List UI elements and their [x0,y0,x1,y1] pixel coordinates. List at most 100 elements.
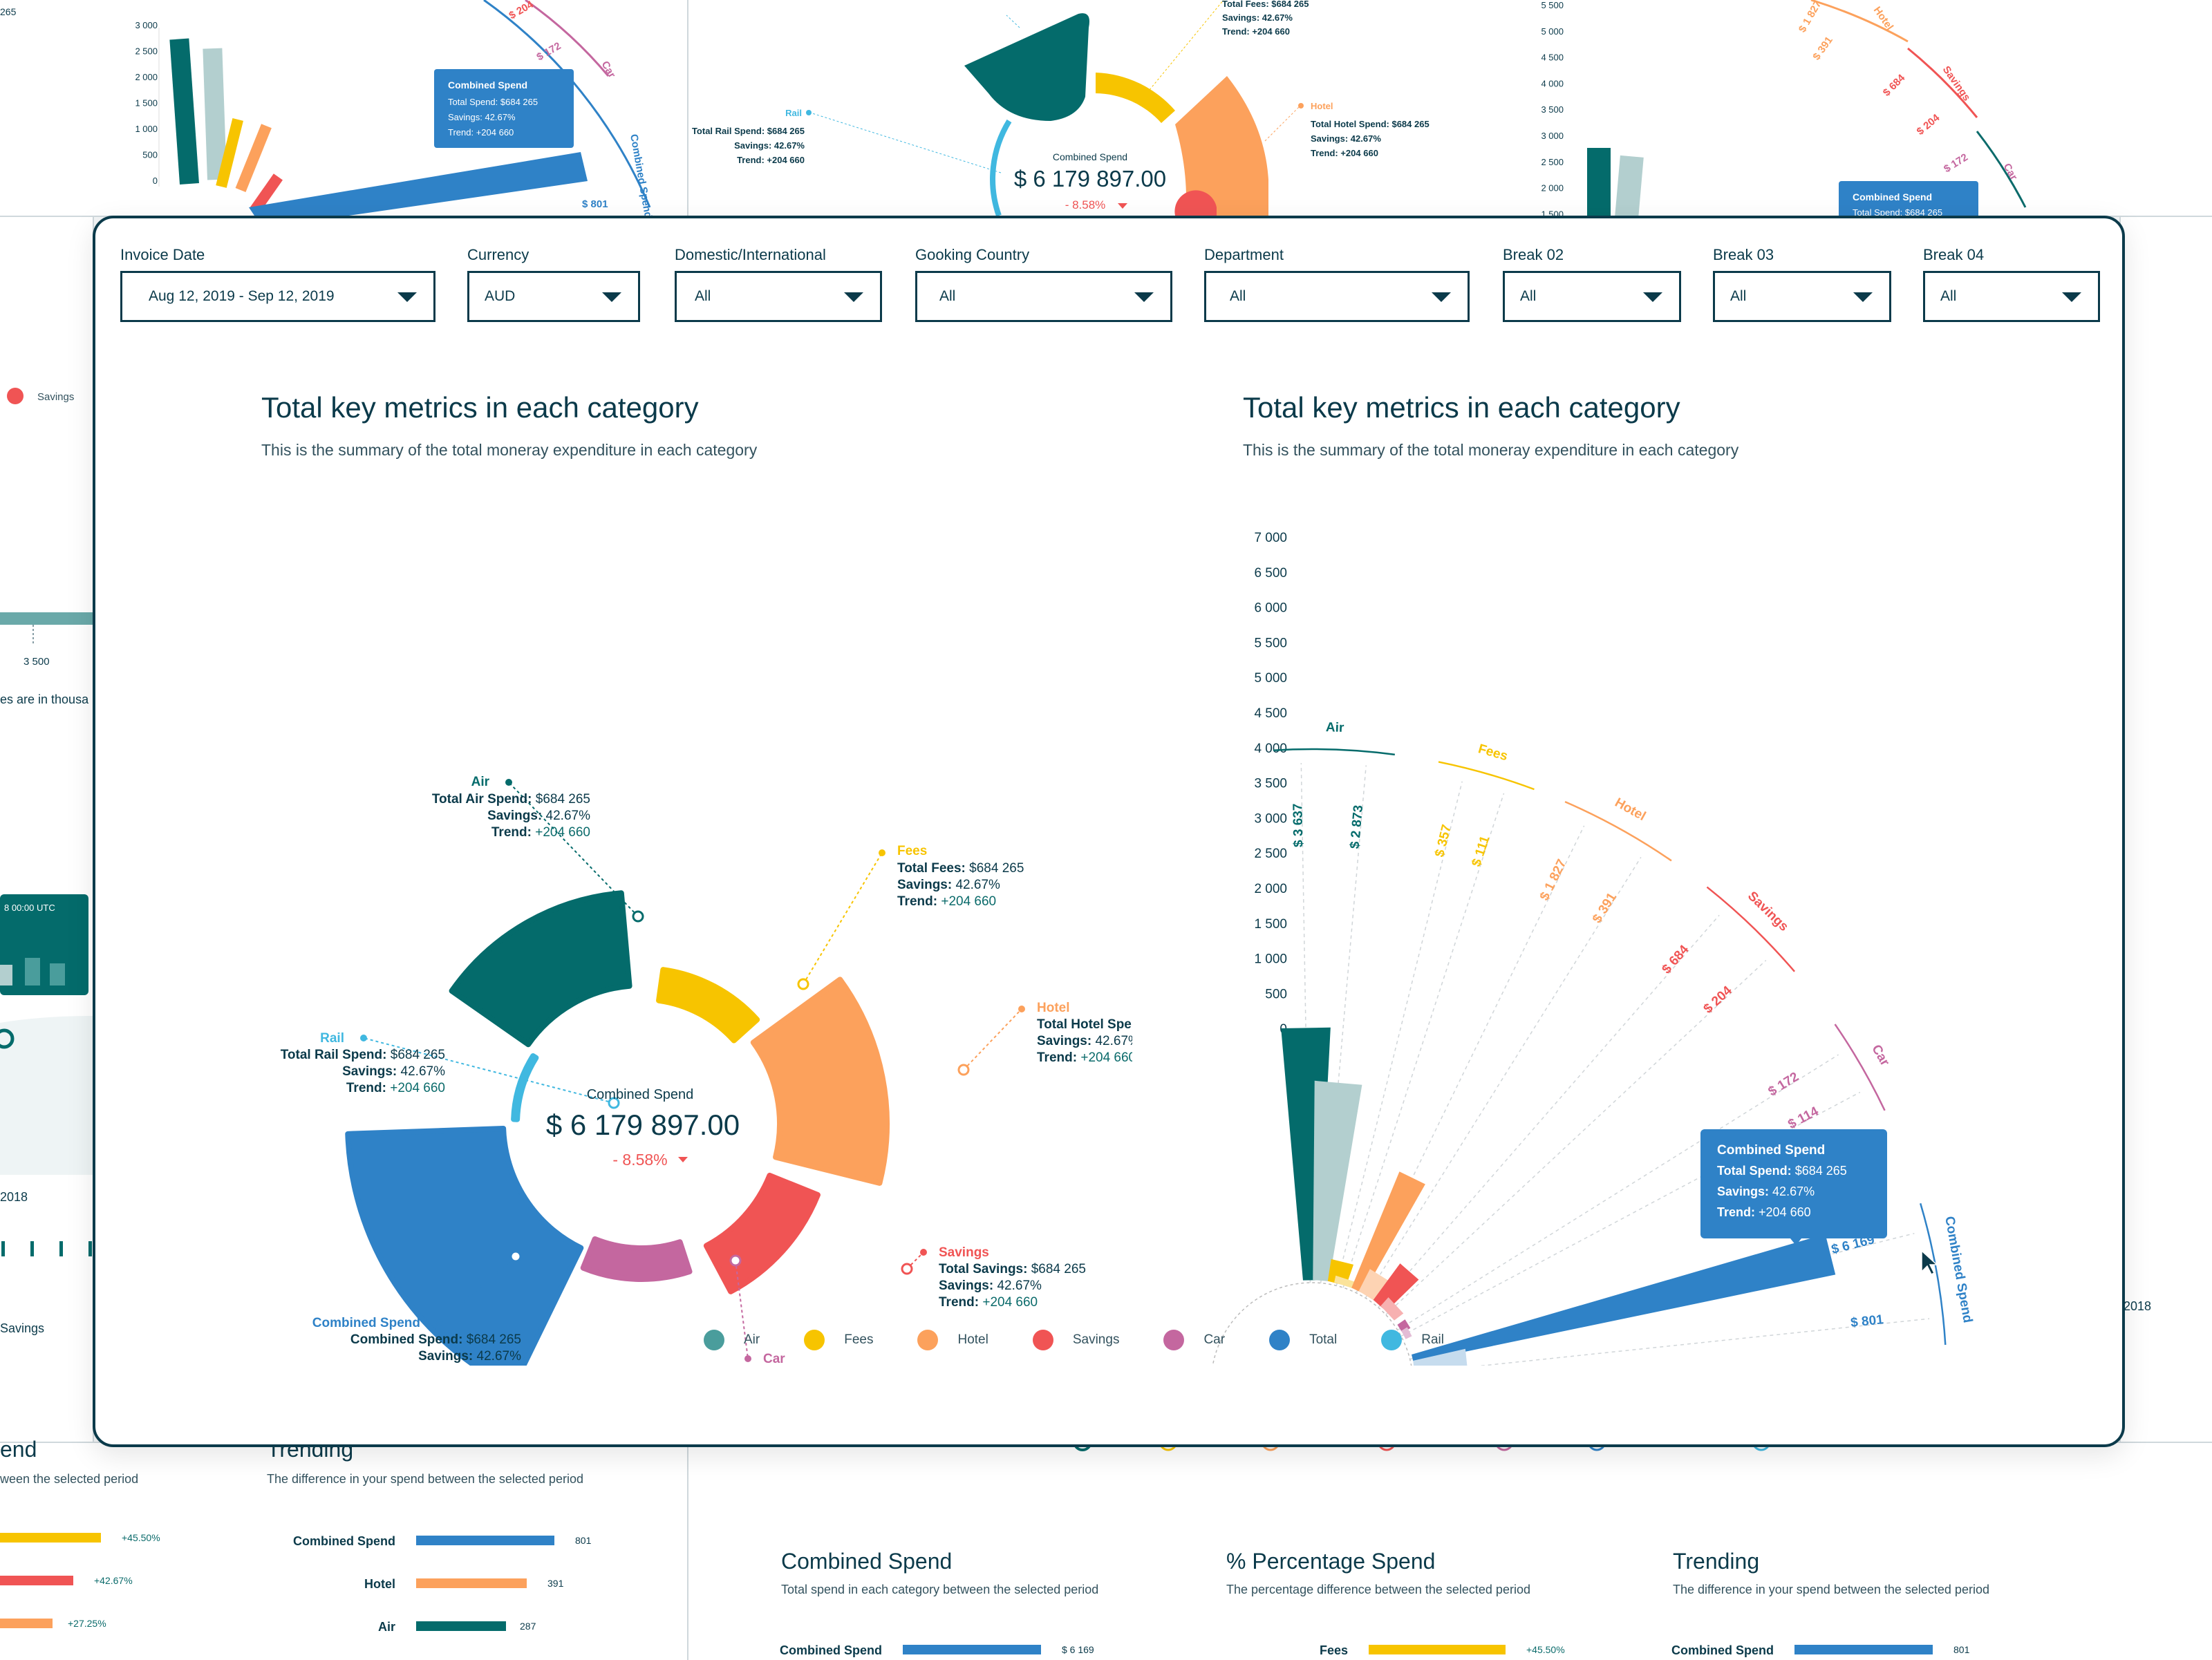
bg-left-savings: Savings [0,1321,44,1335]
tooltip-spend-label: Total Spend: [1717,1164,1792,1178]
legend-label: Fees [844,1332,874,1347]
bg-bb-card-sub: The percentage difference between the se… [1226,1583,1530,1596]
callout-savings-label: Savings: [487,809,542,823]
legend-item-total[interactable]: Total [1269,1330,1337,1350]
break-04-select[interactable]: All [1923,271,2100,322]
donut-segment-hotel[interactable] [750,977,890,1186]
donut-segment-combined-spend[interactable] [345,1125,584,1366]
break-03-select[interactable]: All [1713,271,1891,322]
callout-trend: Trend: +204 660 [1037,1050,1132,1065]
department-select[interactable]: All [1204,271,1470,322]
donut-segment-air[interactable] [449,890,632,1048]
callout-spend: Total Fees: $684 265 [897,861,1024,876]
filter-bar: Invoice Date Aug 12, 2019 - Sep 12, 2019… [120,246,2100,322]
bg-tl-ytick: 0 [153,176,158,186]
break-02-select[interactable]: All [1503,271,1681,322]
filter-label: Break 03 [1713,246,1774,263]
callout-trend-value: +204 660 [390,1081,445,1095]
legend-item-fees[interactable]: Fees [804,1330,873,1350]
legend-item-rail[interactable]: Rail [1381,1330,1444,1350]
legend-item-air[interactable]: Air [704,1330,760,1350]
radial-bar-savings[interactable] [1380,1297,1404,1321]
callout-savings-label: Savings: [342,1064,397,1079]
filter-label: Currency [467,246,529,263]
bg-tr-tooltip [1839,181,1978,223]
y-tick-label: 1 500 [1254,917,1287,932]
bg-tl-tooltip-spend: Total Spend: $684 265 [448,97,538,107]
radial-bar-hotel[interactable] [1358,1269,1390,1301]
donut-segment-car[interactable] [580,1236,693,1282]
filter-break-02: Break 02 All [1503,246,1681,322]
select-value: All [1730,288,1747,304]
left-panel-subtitle: This is the summary of the total moneray… [261,441,758,459]
select-value: All [695,288,711,304]
donut-segment-rail[interactable] [511,1053,539,1122]
gooking-country-select[interactable]: All [915,271,1172,322]
bg-bb-card-sub: Total spend in each category between the… [781,1583,1098,1596]
bg-bb-row-name: Combined Spend [780,1643,882,1657]
category-label: Combined Spend [1942,1215,1975,1324]
radial-bar-fees[interactable] [1334,1275,1357,1289]
invoice-date-select[interactable]: Aug 12, 2019 - Sep 12, 2019 [120,271,435,322]
bg-tr-ytick: 5 000 [1541,26,1564,37]
legend-item-hotel[interactable]: Hotel [917,1330,988,1350]
bg-tl-combined-bar [249,152,588,228]
bg-tm-hotel-line: Trend: +204 660 [1311,148,1378,158]
legend-item-car[interactable]: Car [1163,1330,1225,1350]
radial-bar-hotel[interactable] [1351,1171,1425,1294]
tooltip-trend-value: +204 660 [1759,1205,1811,1219]
legend-dot [1269,1330,1291,1350]
bar-value-label: $ 684 [1659,942,1691,977]
donut-segment-savings[interactable] [703,1172,821,1294]
bg-bottom-right: Combined Spend Total spend in each catego… [780,1432,1989,1657]
filter-break-04: Break 04 All [1923,246,2100,322]
y-tick-label: 5 500 [1254,636,1287,650]
bg-tl-bar [250,173,283,214]
filter-break-03: Break 03 All [1713,246,1891,322]
radial-bar-air[interactable] [1313,1080,1362,1282]
bg-left-tick: 3 500 [24,656,50,668]
chevron-down-icon [2062,292,2081,302]
callout-trend-label: Trend: [491,825,532,840]
legend-dot [1032,1330,1053,1350]
bg-bl-bar-value: +45.50% [122,1532,160,1543]
callout-trend-label: Trend: [1037,1050,1077,1065]
radial-bar-savings[interactable] [1373,1263,1419,1312]
key-metrics-card: Invoice Date Aug 12, 2019 - Sep 12, 2019… [93,216,2125,1447]
chevron-down-icon [1853,292,1873,302]
callout-name: Savings [939,1245,989,1260]
bg-tr-ytick: 5 500 [1541,0,1564,10]
bg-bl-trend-row-name: Hotel [364,1577,395,1591]
callout-spend-label: Total Rail Spend: [281,1048,387,1062]
callout-spend-value: $684 265 [536,792,590,807]
donut-segment-fees[interactable] [656,967,760,1044]
legend-item-savings[interactable]: Savings [1032,1330,1119,1350]
bg-left-time: 8 00:00 UTC [4,903,55,913]
radial-bar-fees[interactable] [1327,1258,1354,1286]
bg-tr-cat: Car [2001,162,2020,182]
y-tick-label: 3 000 [1254,811,1287,826]
bg-bl-trend-sub: The difference in your spend between the… [267,1472,583,1486]
radial-bar-car[interactable] [1401,1327,1412,1339]
callout-spend-value: $684 265 [467,1332,521,1347]
bg-tm-fees-line: Total Fees: $684 265 [1222,0,1309,9]
y-tick-label: 500 [1265,987,1287,1001]
radial-bar-combined-spend[interactable] [1412,1234,1836,1363]
callout-trend: Trend: +204 660 [939,1295,1038,1310]
bg-bl-trend-row-value: 287 [520,1621,536,1632]
callout-savings: Savings: 42.67% [487,809,590,823]
bg-tl-ytick: 2 500 [135,46,158,57]
bg-tl-tooltip-savings: Savings: 42.67% [448,112,516,122]
callout-trend-label: Trend: [897,894,937,909]
category-arc [1706,886,1796,972]
filter-label: Department [1204,246,1284,263]
domestic-international-select[interactable]: All [675,271,882,322]
callout-savings-value: 42.67% [477,1349,522,1364]
currency-select[interactable]: AUD [467,271,640,322]
callout-name: Rail [320,1031,344,1046]
bg-tm-hotel-line: Total Hotel Spend: $684 265 [1311,119,1430,129]
radial-bar-combined-spend[interactable] [1413,1348,1469,1366]
bg-bl-bar-value: +42.67% [94,1575,133,1586]
category-label: Fees [1477,742,1509,764]
filter-invoice-date: Invoice Date Aug 12, 2019 - Sep 12, 2019 [120,246,435,322]
